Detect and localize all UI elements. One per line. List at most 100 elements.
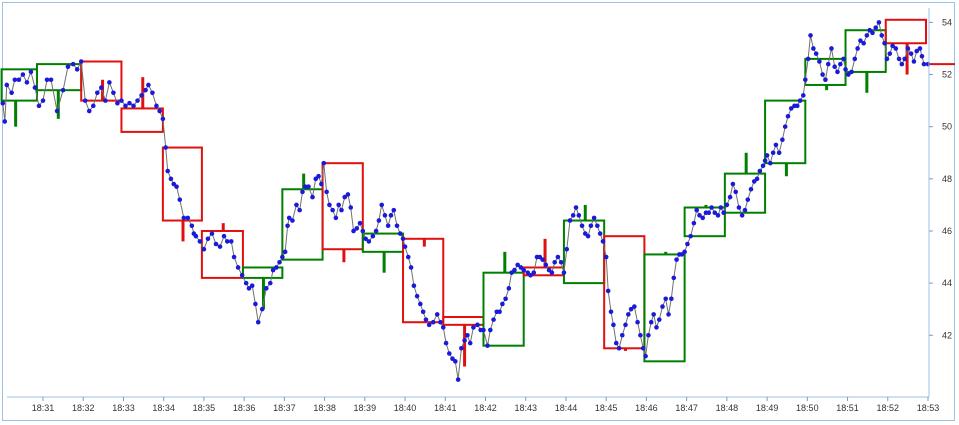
price-marker-266	[849, 69, 854, 75]
price-marker-5	[16, 77, 22, 83]
price-marker-170	[570, 213, 576, 218]
price-marker-201	[660, 304, 665, 309]
price-marker-82	[300, 189, 305, 195]
price-marker-213	[694, 207, 699, 213]
price-marker-9	[32, 85, 38, 90]
price-marker-80	[294, 202, 299, 208]
price-marker-2	[4, 82, 10, 88]
price-marker-122	[420, 309, 426, 315]
price-marker-71	[267, 280, 273, 286]
price-marker-88	[319, 181, 324, 187]
price-marker-142	[485, 343, 490, 348]
price-marker-161	[543, 262, 549, 268]
price-marker-184	[611, 322, 616, 328]
price-marker-289	[917, 46, 923, 51]
price-marker-33	[135, 98, 140, 103]
price-marker-242	[780, 137, 785, 143]
price-marker-290	[919, 53, 925, 59]
price-marker-29	[119, 98, 124, 103]
price-marker-137	[467, 340, 473, 346]
price-marker-197	[648, 319, 654, 325]
price-marker-235	[760, 163, 766, 169]
price-marker-96	[342, 194, 348, 200]
price-marker-13	[48, 77, 54, 83]
price-marker-128	[440, 325, 446, 330]
price-marker-24	[99, 85, 104, 90]
price-marker-134	[459, 345, 464, 351]
price-marker-90	[324, 189, 329, 195]
price-marker-193	[638, 332, 643, 338]
price-marker-192	[635, 319, 640, 325]
x-tick-label-22: 18:53	[917, 403, 940, 413]
price-marker-273	[870, 30, 875, 36]
price-marker-58	[221, 233, 227, 239]
price-marker-136	[465, 332, 470, 338]
price-marker-227	[736, 205, 742, 210]
x-tick-label-17: 18:48	[716, 403, 739, 413]
price-marker-154	[521, 267, 527, 273]
price-marker-3	[9, 90, 14, 96]
price-marker-107	[376, 218, 382, 223]
price-marker-240	[773, 142, 779, 148]
price-marker-28	[115, 100, 120, 106]
price-marker-68	[255, 319, 261, 325]
price-marker-69	[259, 306, 265, 312]
price-marker-194	[640, 345, 646, 351]
price-marker-61	[231, 254, 237, 260]
price-marker-101	[357, 220, 363, 226]
price-marker-277	[882, 40, 887, 46]
price-marker-143	[488, 327, 493, 333]
x-tick-label-7: 18:38	[313, 403, 336, 413]
price-marker-112	[391, 207, 397, 213]
price-marker-279	[887, 51, 893, 56]
price-marker-11	[40, 98, 46, 103]
price-marker-132	[453, 359, 458, 364]
price-marker-59	[224, 239, 230, 244]
price-marker-47	[181, 215, 187, 221]
price-marker-198	[651, 312, 656, 317]
price-marker-75	[280, 254, 285, 260]
price-marker-291	[921, 61, 927, 67]
price-marker-41	[163, 145, 168, 150]
price-marker-56	[213, 241, 219, 247]
x-tick-label-8: 18:39	[354, 403, 377, 413]
price-marker-267	[852, 56, 858, 62]
price-marker-230	[745, 197, 751, 202]
price-marker-117	[405, 254, 411, 260]
price-marker-178	[595, 223, 600, 229]
price-marker-187	[619, 332, 625, 338]
price-marker-262	[838, 61, 843, 67]
price-marker-160	[540, 257, 545, 262]
price-marker-104	[366, 239, 372, 244]
price-marker-32	[131, 103, 136, 109]
price-marker-106	[373, 228, 379, 234]
price-marker-120	[414, 293, 420, 299]
price-marker-215	[700, 215, 706, 221]
price-marker-251	[805, 56, 811, 62]
price-marker-99	[351, 228, 356, 234]
price-marker-199	[654, 325, 659, 330]
price-marker-180	[600, 239, 606, 244]
price-marker-231	[748, 186, 754, 192]
price-marker-45	[174, 184, 179, 189]
price-marker-139	[475, 322, 480, 328]
x-tick-label-4: 18:35	[193, 403, 216, 413]
price-marker-147	[500, 301, 505, 307]
price-marker-237	[764, 153, 770, 158]
price-marker-14	[54, 108, 60, 114]
price-marker-22	[90, 103, 96, 109]
price-marker-245	[788, 106, 794, 111]
y-tick-label-0: 42	[942, 330, 952, 340]
price-marker-26	[107, 80, 112, 85]
price-marker-274	[873, 25, 879, 30]
price-marker-283	[899, 61, 905, 67]
price-marker-205	[671, 275, 677, 281]
price-marker-64	[243, 280, 249, 286]
price-marker-78	[286, 215, 292, 221]
price-marker-34	[139, 93, 144, 98]
price-marker-27	[111, 90, 116, 96]
price-marker-135	[462, 338, 467, 343]
price-marker-191	[632, 304, 637, 309]
price-marker-72	[270, 267, 276, 273]
